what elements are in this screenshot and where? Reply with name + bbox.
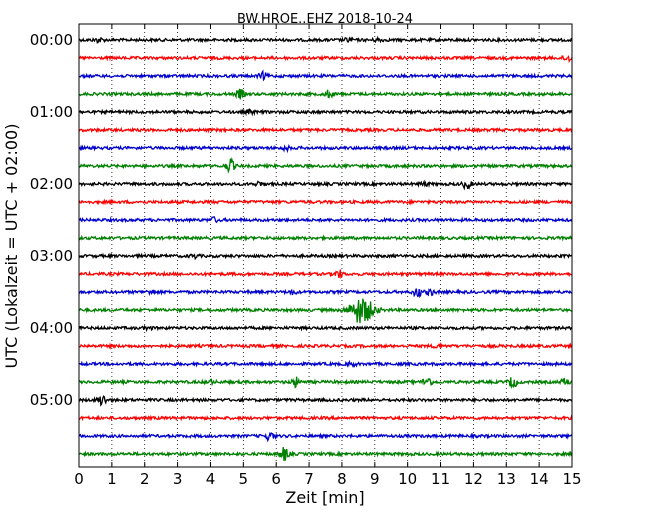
x-axis-label: Zeit [min] — [285, 488, 364, 507]
x-tick-label: 2 — [140, 470, 150, 488]
x-tick-label: 11 — [431, 470, 450, 488]
x-tick-label: 5 — [239, 470, 249, 488]
trace-0045 — [78, 88, 573, 100]
seismogram-traces — [78, 35, 573, 461]
x-tick-label: 12 — [464, 470, 483, 488]
x-tick-label: 6 — [271, 470, 281, 488]
trace-0545 — [78, 446, 573, 461]
trace-0400 — [78, 324, 573, 333]
plot-frame — [78, 23, 573, 468]
trace-0300 — [78, 252, 573, 261]
trace-0415 — [78, 341, 573, 350]
x-tick-label: 10 — [398, 470, 417, 488]
trace-0000 — [78, 35, 573, 44]
y-tick-label: 03:00 — [30, 247, 73, 265]
y-tick-label: 04:00 — [30, 319, 73, 337]
trace-0030 — [78, 69, 573, 82]
trace-0345 — [78, 298, 573, 324]
x-tick-label: 15 — [562, 470, 581, 488]
x-axis-ticks: 0 1 2 3 4 5 6 7 8 9 10 11 12 13 14 15 — [74, 24, 582, 488]
x-tick-label: 14 — [530, 470, 549, 488]
y-axis-label: UTC (Lokalzeit = UTC + 02:00) — [2, 124, 21, 369]
x-tick-label: 1 — [107, 470, 117, 488]
y-tick-label: 00:00 — [30, 31, 73, 49]
x-tick-label: 7 — [304, 470, 314, 488]
trace-0200 — [78, 179, 573, 191]
trace-0015 — [78, 54, 573, 64]
x-tick-label: 13 — [497, 470, 516, 488]
trace-0130 — [78, 143, 573, 154]
trace-0315 — [78, 269, 573, 279]
trace-0330 — [78, 288, 573, 299]
trace-0230 — [78, 216, 573, 224]
trace-0500 — [78, 395, 573, 407]
x-tick-label: 4 — [206, 470, 216, 488]
trace-0445 — [78, 376, 573, 390]
x-tick-label: 0 — [74, 470, 84, 488]
trace-0100 — [78, 108, 573, 117]
y-tick-label: 05:00 — [30, 391, 73, 409]
trace-0245 — [78, 234, 573, 242]
x-tick-label: 9 — [370, 470, 380, 488]
y-axis-ticks: 00:00 01:00 02:00 03:00 04:00 05:00 — [30, 31, 572, 409]
trace-0430 — [78, 359, 573, 369]
x-tick-label: 8 — [337, 470, 347, 488]
y-tick-label: 02:00 — [30, 175, 73, 193]
y-tick-label: 01:00 — [30, 103, 73, 121]
trace-0530 — [78, 431, 573, 443]
trace-0115 — [78, 126, 573, 134]
trace-0515 — [78, 414, 573, 422]
x-tick-label: 3 — [173, 470, 183, 488]
chart-title: BW.HROE..EHZ 2018-10-24 — [237, 12, 413, 27]
trace-0145 — [78, 156, 573, 174]
trace-0215 — [78, 198, 573, 206]
